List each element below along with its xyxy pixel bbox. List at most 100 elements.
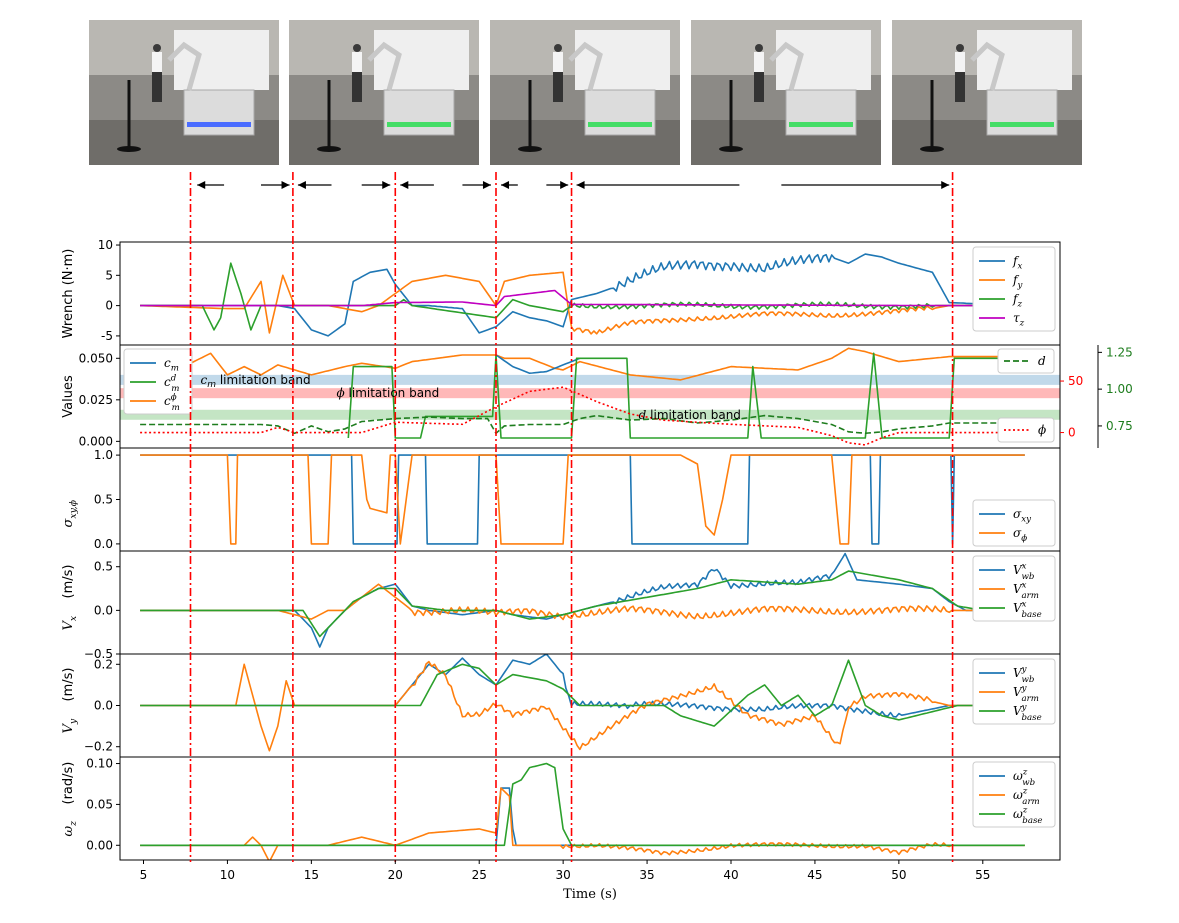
y-tick-label: −0.5 bbox=[84, 647, 113, 661]
legend-phi: ϕ bbox=[997, 417, 1055, 443]
arrow-head bbox=[501, 181, 510, 189]
photo-robot-base bbox=[183, 89, 255, 136]
series-group bbox=[140, 552, 1025, 648]
series-V_base_x bbox=[140, 570, 1025, 638]
photo-3 bbox=[490, 20, 680, 165]
legend-label: fz bbox=[1012, 292, 1022, 310]
photo-robot-arm bbox=[769, 41, 804, 91]
band-label: cm limitation band bbox=[201, 373, 311, 390]
photo-person-body bbox=[553, 52, 563, 72]
series-V_base_y bbox=[140, 659, 1025, 727]
legend-label: Vx wb bbox=[1013, 562, 1034, 582]
y-tick-label: 5 bbox=[105, 268, 113, 282]
legend-label: Vy arm bbox=[1013, 684, 1039, 704]
legend-label: Vy wb bbox=[1013, 665, 1034, 685]
photo-person-legs bbox=[754, 72, 764, 102]
arrow-8 bbox=[546, 181, 569, 189]
series-___ bbox=[140, 454, 1025, 545]
legend-frame bbox=[972, 246, 1056, 332]
y-tick-label: 1.0 bbox=[94, 448, 113, 462]
panel-background bbox=[120, 551, 1060, 654]
y-tick-label: 0.000 bbox=[79, 434, 113, 448]
arrow-5 bbox=[400, 181, 434, 189]
y-axis-label: Vy (m/s) bbox=[61, 668, 79, 734]
legend-label: cm bbox=[164, 356, 179, 374]
series-c_m__ bbox=[140, 347, 1025, 381]
arrow-10 bbox=[781, 181, 950, 189]
photo-robot-light bbox=[990, 122, 1054, 127]
series-group bbox=[140, 454, 1025, 545]
photo-4 bbox=[691, 20, 881, 165]
series-__base_z bbox=[140, 762, 1025, 847]
event-lines bbox=[189, 172, 954, 862]
x-tick-label: 30 bbox=[556, 868, 571, 882]
series-f_y bbox=[140, 271, 1025, 335]
photo-robot-light bbox=[187, 122, 251, 127]
photo-person-body bbox=[152, 52, 162, 72]
y-tick-label: 10 bbox=[98, 238, 113, 252]
y-axis-label: Values bbox=[61, 375, 76, 418]
legend-d: d bbox=[997, 348, 1055, 374]
legend-label: τz bbox=[1013, 311, 1025, 329]
x-tick-label: 5 bbox=[140, 868, 148, 882]
legend-frame bbox=[123, 348, 193, 415]
legend-label: σxy bbox=[1013, 507, 1031, 525]
legend-label: ωz arm bbox=[1013, 787, 1040, 807]
panel-background bbox=[120, 345, 1060, 448]
series-c_m_d bbox=[347, 352, 1025, 439]
photo-robot-base bbox=[785, 89, 857, 136]
photo-person-head bbox=[755, 44, 763, 52]
photo-stand-foot bbox=[518, 146, 542, 152]
photo-person-legs bbox=[955, 72, 965, 102]
arrow-head bbox=[382, 181, 391, 189]
photo-robot-base bbox=[986, 89, 1058, 136]
panel-background bbox=[120, 757, 1060, 860]
arrow-head bbox=[941, 181, 950, 189]
y-axis-label-unit: (rad/s) bbox=[61, 762, 76, 805]
photo-robot-base bbox=[584, 89, 656, 136]
y-tick-label: 0.025 bbox=[79, 393, 113, 407]
y-tick-label: 0.5 bbox=[94, 560, 113, 574]
photo-person-body bbox=[352, 52, 362, 72]
photo-stand-foot bbox=[117, 146, 141, 152]
legend-label: Vx arm bbox=[1013, 581, 1039, 601]
photo-person-legs bbox=[352, 72, 362, 102]
legend-label: σϕ bbox=[1013, 526, 1027, 544]
y-tick-label: 0 bbox=[105, 299, 113, 313]
legend-label: fy bbox=[1012, 273, 1022, 291]
legend-label: Vy base bbox=[1013, 703, 1042, 723]
arrow-9 bbox=[576, 181, 740, 189]
legend-label: cϕ m bbox=[164, 393, 180, 413]
y-tick-label: −0.2 bbox=[84, 740, 113, 754]
series-_ bbox=[140, 386, 1025, 446]
arrow-head bbox=[560, 181, 569, 189]
photo-person-body bbox=[955, 52, 965, 72]
series-c_m bbox=[495, 354, 581, 374]
photo-person-head bbox=[153, 44, 161, 52]
y-tick-label: 0.050 bbox=[79, 351, 113, 365]
x-tick-label: 55 bbox=[975, 868, 990, 882]
limitation-band bbox=[120, 388, 1060, 399]
legend-frame bbox=[972, 658, 1056, 725]
band-label: d limitation band bbox=[639, 408, 741, 422]
limitation-band bbox=[120, 409, 1060, 420]
y-axis-label-math: Vy bbox=[61, 718, 79, 733]
y-axis-label: ωz (rad/s) bbox=[61, 762, 79, 837]
photo-person-body bbox=[754, 52, 764, 72]
x-axis: 5 10 15 20 25 30 35 40 45 50 55 Time (s) bbox=[140, 860, 990, 902]
arrow-6 bbox=[462, 181, 491, 189]
photo-robot-light bbox=[387, 122, 451, 127]
photo-robot-arm bbox=[367, 41, 402, 91]
photo-stand-foot bbox=[920, 146, 944, 152]
y-tick-label: 0.5 bbox=[94, 493, 113, 507]
panel-frame bbox=[119, 756, 1061, 861]
arrow-head bbox=[576, 181, 585, 189]
right-tick-label-phi: 0 bbox=[1068, 426, 1076, 440]
